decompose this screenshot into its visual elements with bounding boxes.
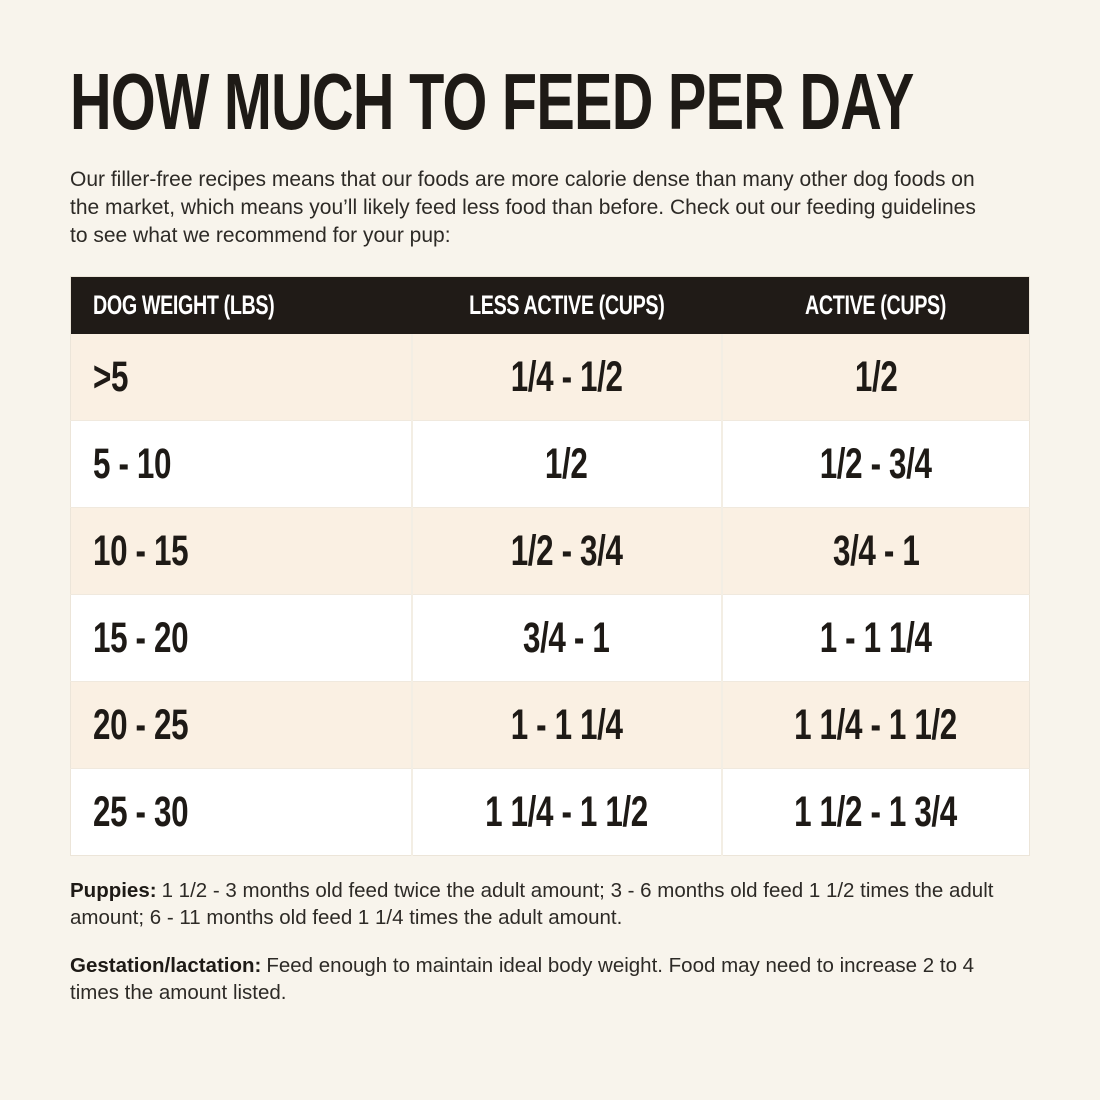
gestation-note-label: Gestation/lactation: (70, 953, 262, 977)
dog-weight-value: 25 - 30 (93, 787, 189, 836)
active-cell: 1/2 - 3/4 (721, 420, 1030, 508)
header-active-label: ACTIVE (CUPS) (804, 290, 946, 320)
table-row: 25 - 30 1 1/4 - 1 1/2 1 1/2 - 1 3/4 (70, 768, 1030, 856)
active-cell: 3/4 - 1 (721, 507, 1030, 595)
table-body: >5 1/4 - 1/2 1/2 5 - 10 1/2 1/2 - 3/4 10… (70, 334, 1030, 856)
feeding-guide-page: HOW MUCH TO FEED PER DAY Our filler-free… (0, 62, 1100, 1006)
less-active-cell: 1/2 (411, 420, 723, 508)
gestation-note-text: Feed enough to maintain ideal body weigh… (70, 953, 975, 1004)
dog-weight-cell: 25 - 30 (70, 768, 413, 856)
gestation-note: Gestation/lactation: Feed enough to maint… (70, 952, 1005, 1006)
less-active-cell: 1 - 1 1/4 (411, 681, 723, 769)
active-cell: 1 - 1 1/4 (721, 594, 1030, 682)
less-active-value: 1/2 - 3/4 (510, 526, 623, 575)
header-active: ACTIVE (CUPS) (721, 276, 1030, 334)
dog-weight-cell: >5 (70, 334, 413, 421)
active-cell: 1/2 (721, 334, 1030, 421)
header-row: DOG WEIGHT (LBS) LESS ACTIVE (CUPS) ACTI… (70, 276, 1030, 334)
active-value: 1 1/2 - 1 3/4 (794, 787, 958, 836)
page-title: HOW MUCH TO FEED PER DAY (70, 57, 914, 146)
header-less-active: LESS ACTIVE (CUPS) (411, 276, 722, 334)
header-dog-weight: DOG WEIGHT (LBS) (70, 276, 412, 334)
dog-weight-cell: 15 - 20 (70, 594, 413, 682)
table-row: 15 - 20 3/4 - 1 1 - 1 1/4 (70, 594, 1030, 682)
puppies-note: Puppies: 1 1/2 - 3 months old feed twice … (70, 877, 1005, 931)
active-value: 1/2 - 3/4 (819, 439, 932, 488)
header-less-active-label: LESS ACTIVE (CUPS) (468, 290, 665, 320)
less-active-value: 1/2 (545, 439, 588, 488)
less-active-value: 1 1/4 - 1 1/2 (485, 787, 649, 836)
dog-weight-value: 5 - 10 (93, 439, 172, 488)
active-value: 1 1/4 - 1 1/2 (794, 700, 958, 749)
dog-weight-cell: 10 - 15 (70, 507, 413, 595)
active-value: 3/4 - 1 (832, 526, 920, 575)
active-cell: 1 1/4 - 1 1/2 (721, 681, 1030, 769)
puppies-note-text: 1 1/2 - 3 months old feed twice the adul… (70, 879, 994, 929)
header-dog-weight-label: DOG WEIGHT (LBS) (93, 290, 275, 320)
dog-weight-value: 15 - 20 (93, 613, 189, 662)
puppies-note-label: Puppies: (70, 879, 157, 902)
dog-weight-value: >5 (93, 352, 129, 401)
active-cell: 1 1/2 - 1 3/4 (721, 768, 1030, 856)
feeding-guide-table: DOG WEIGHT (LBS) LESS ACTIVE (CUPS) ACTI… (70, 276, 1030, 856)
less-active-cell: 3/4 - 1 (411, 594, 723, 682)
dog-weight-value: 10 - 15 (93, 526, 189, 575)
less-active-value: 3/4 - 1 (523, 613, 610, 662)
table-row: 10 - 15 1/2 - 3/4 3/4 - 1 (70, 507, 1030, 595)
less-active-cell: 1/4 - 1/2 (411, 334, 723, 421)
table-row: 5 - 10 1/2 1/2 - 3/4 (70, 420, 1030, 508)
dog-weight-cell: 5 - 10 (70, 420, 413, 508)
table-header: DOG WEIGHT (LBS) LESS ACTIVE (CUPS) ACTI… (70, 276, 1030, 334)
active-value: 1/2 (854, 352, 898, 401)
less-active-cell: 1 1/4 - 1 1/2 (411, 768, 723, 856)
less-active-cell: 1/2 - 3/4 (411, 507, 723, 595)
table-row: >5 1/4 - 1/2 1/2 (70, 334, 1030, 421)
dog-weight-cell: 20 - 25 (70, 681, 413, 769)
table-row: 20 - 25 1 - 1 1/4 1 1/4 - 1 1/2 (70, 681, 1030, 769)
dog-weight-value: 20 - 25 (93, 700, 189, 749)
less-active-value: 1 - 1 1/4 (510, 700, 623, 749)
intro-paragraph: Our filler-free recipes means that our f… (70, 168, 976, 247)
less-active-value: 1/4 - 1/2 (510, 352, 623, 401)
active-value: 1 - 1 1/4 (819, 613, 932, 662)
